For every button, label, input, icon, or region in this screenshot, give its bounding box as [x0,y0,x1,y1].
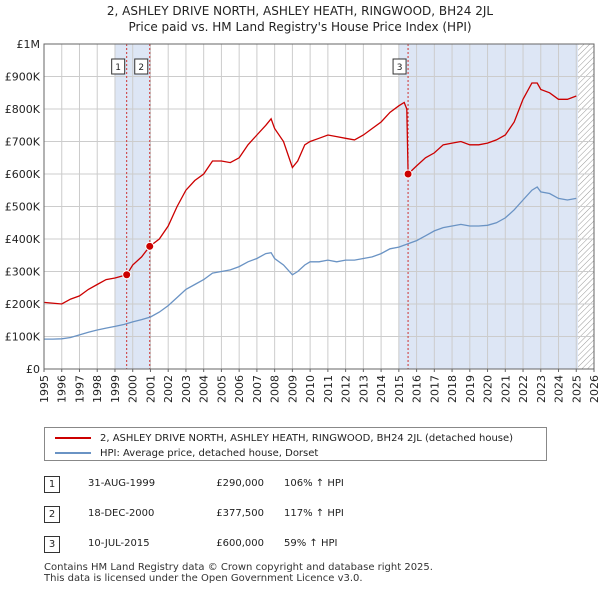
transaction-number: 1 [44,476,60,493]
transaction-marker-label: 3 [392,58,407,75]
legend: 2, ASHLEY DRIVE NORTH, ASHLEY HEATH, RIN… [44,427,547,461]
transaction-point [403,169,413,179]
x-tick-label: 1998 [91,375,104,403]
x-tick-label: 2017 [428,375,441,403]
transaction-marker-number: 2 [138,63,144,73]
y-tick-label: £600K [5,168,41,181]
transaction-number: 2 [44,506,60,523]
x-tick-label: 2006 [233,375,246,403]
legend-label-property: 2, ASHLEY DRIVE NORTH, ASHLEY HEATH, RIN… [100,432,514,444]
y-tick-label: £800K [5,103,41,116]
x-tick-label: 1996 [56,375,69,403]
transaction-marker-number: 3 [397,63,403,73]
chart-title-line2: Price paid vs. HM Land Registry's House … [128,20,472,34]
transaction-price: £377,500 [216,508,264,519]
x-tick-label: 2000 [127,375,140,403]
x-tick-label: 1997 [73,375,86,403]
y-tick-label: £0 [26,363,40,376]
transaction-hpi: 59% ↑ HPI [284,538,338,549]
transaction-price: £600,000 [216,538,264,549]
hpi-line [44,186,577,340]
transaction-hpi: 117% ↑ HPI [284,508,344,519]
x-tick-label: 2002 [162,375,175,403]
transaction-marker-box [392,58,407,75]
price-chart: 1 2 3 £0 £100K £200K £300K £400K £500K £600K £700… [5,38,600,403]
x-tick-label: 2001 [144,375,157,403]
transaction-date: 18-DEC-2000 [88,508,155,519]
y-tick-label: £200K [5,298,41,311]
x-tick-label: 1995 [38,375,51,403]
transaction-number: 3 [44,536,60,553]
chart-title-line1: 2, ASHLEY DRIVE NORTH, ASHLEY HEATH, RIN… [106,4,494,18]
x-tick-label: 2022 [517,375,530,403]
y-tick-label: £900K [5,71,41,84]
transaction-marker-box [111,58,126,75]
x-tick-label: 2016 [411,375,424,403]
transaction-point [122,270,132,280]
x-tick-label: 2024 [553,375,566,403]
footer-license: This data is licensed under the Open Gov… [44,573,363,584]
transaction-price: £290,000 [216,478,264,489]
x-tick-label: 2007 [251,375,264,403]
transaction-marker-number: 1 [115,63,121,73]
x-tick-label: 2021 [499,375,512,403]
x-tick-label: 2020 [482,375,495,403]
x-tick-label: 2019 [464,375,477,403]
y-tick-label: £1M [17,38,41,51]
x-tick-label: 2005 [215,375,228,403]
x-tick-label: 2010 [304,375,317,403]
x-tick-label: 2015 [393,375,406,403]
legend-swatch-property [55,437,91,439]
x-tick-label: 2025 [570,375,583,403]
transaction-marker-label: 2 [134,58,149,75]
legend-label-hpi: HPI: Average price, detached house, Dors… [100,447,319,459]
transaction-hpi: 106% ↑ HPI [284,478,344,489]
x-tick-label: 2003 [180,375,193,403]
y-tick-label: £700K [5,136,41,149]
y-tick-label: £100K [5,331,41,344]
x-tick-label: 2012 [340,375,353,403]
x-tick-label: 2026 [588,375,600,403]
legend-swatch-hpi [55,452,91,454]
x-tick-label: 2011 [322,375,335,403]
plot-frame [43,43,595,370]
x-tick-label: 2004 [198,375,211,403]
x-tick-label: 2018 [446,375,459,403]
y-tick-label: £400K [5,233,41,246]
x-tick-label: 2014 [375,375,388,403]
transaction-marker-box [134,58,149,75]
x-tick-label: 2013 [357,375,370,403]
transaction-date: 31-AUG-1999 [88,478,156,489]
transaction-point [145,241,155,251]
x-tick-label: 1999 [109,375,122,403]
transaction-date: 10-JUL-2015 [88,538,150,549]
x-tick-label: 2023 [535,375,548,403]
legend-item-hpi: HPI: Average price, detached house, Dors… [55,446,318,460]
x-tick-label: 2008 [269,375,282,403]
footer-copyright: Contains HM Land Registry data © Crown c… [44,562,433,573]
y-tick-label: £300K [5,266,41,279]
y-tick-label: £500K [5,201,41,214]
transaction-marker-label: 1 [111,58,126,75]
legend-item-property: 2, ASHLEY DRIVE NORTH, ASHLEY HEATH, RIN… [55,431,513,445]
x-tick-label: 2009 [286,375,299,403]
